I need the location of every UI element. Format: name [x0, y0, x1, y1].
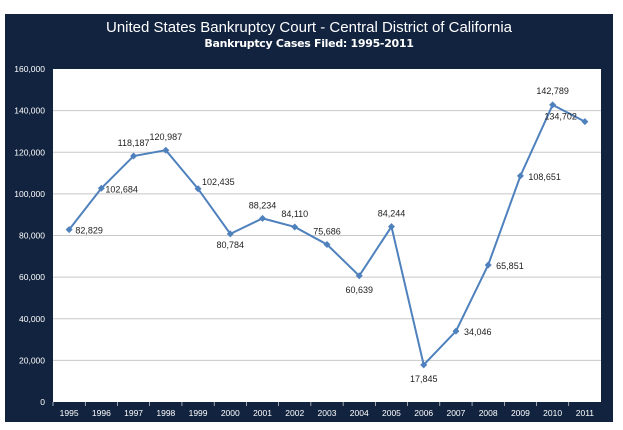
chart-subtitle: Bankruptcy Cases Filed: 1995-2011	[204, 37, 414, 50]
data-point	[162, 146, 170, 154]
x-tick-label: 1995	[60, 408, 79, 418]
y-tick-label: 60,000	[19, 272, 45, 282]
data-label: 17,845	[410, 374, 438, 384]
x-tick-label: 2007	[446, 408, 465, 418]
data-label: 134,702	[544, 112, 577, 122]
x-tick-label: 2008	[479, 408, 498, 418]
data-point	[355, 272, 363, 280]
x-tick-label: 2000	[221, 408, 240, 418]
data-point	[323, 240, 331, 248]
chart-title: United States Bankruptcy Court - Central…	[106, 19, 512, 36]
data-label: 88,234	[249, 200, 277, 210]
x-tick-label: 2003	[318, 408, 337, 418]
data-label: 84,110	[281, 209, 308, 219]
x-tick-label: 1997	[124, 408, 143, 418]
data-point	[130, 152, 138, 160]
x-tick-label: 1996	[92, 408, 111, 418]
x-tick-label: 2004	[350, 408, 369, 418]
y-tick-label: 40,000	[19, 314, 45, 324]
x-tick-label: 2010	[543, 408, 562, 418]
y-tick-label: 80,000	[19, 231, 45, 241]
y-tick-label: 160,000	[14, 64, 45, 74]
data-point	[97, 184, 105, 192]
data-point	[484, 261, 492, 269]
data-point	[581, 118, 589, 126]
y-tick-label: 0	[40, 397, 45, 407]
data-point	[259, 214, 267, 222]
x-tick-label: 1999	[189, 408, 208, 418]
data-label: 82,829	[75, 226, 103, 236]
y-tick-label: 100,000	[14, 189, 45, 199]
data-label: 84,244	[378, 209, 406, 219]
data-point	[65, 226, 73, 234]
x-tick-label: 2006	[414, 408, 433, 418]
data-label: 118,187	[118, 138, 150, 148]
data-label: 102,435	[202, 177, 235, 187]
data-label: 102,684	[105, 184, 138, 194]
x-tick-label: 2002	[285, 408, 304, 418]
data-label: 80,784	[217, 240, 245, 250]
data-point	[549, 101, 557, 109]
data-point	[387, 223, 395, 231]
data-label: 60,639	[345, 285, 373, 295]
data-point	[291, 223, 299, 231]
data-label: 75,686	[313, 226, 341, 236]
x-tick-label: 2009	[511, 408, 530, 418]
data-point	[516, 172, 524, 180]
x-tick-label: 2001	[253, 408, 272, 418]
data-point	[452, 327, 460, 335]
x-tick-label: 2005	[382, 408, 401, 418]
data-label: 65,851	[496, 261, 524, 271]
data-label: 120,987	[150, 132, 183, 142]
data-point	[226, 230, 234, 238]
data-label: 34,046	[464, 327, 492, 337]
data-point	[194, 185, 202, 193]
data-label: 142,789	[536, 86, 569, 96]
y-tick-label: 20,000	[19, 355, 45, 365]
x-tick-label: 1998	[156, 408, 175, 418]
y-tick-label: 140,000	[14, 106, 45, 116]
y-tick-label: 120,000	[14, 147, 45, 157]
x-tick-label: 2011	[576, 408, 595, 418]
data-label: 108,651	[528, 172, 561, 182]
data-point	[420, 361, 428, 369]
